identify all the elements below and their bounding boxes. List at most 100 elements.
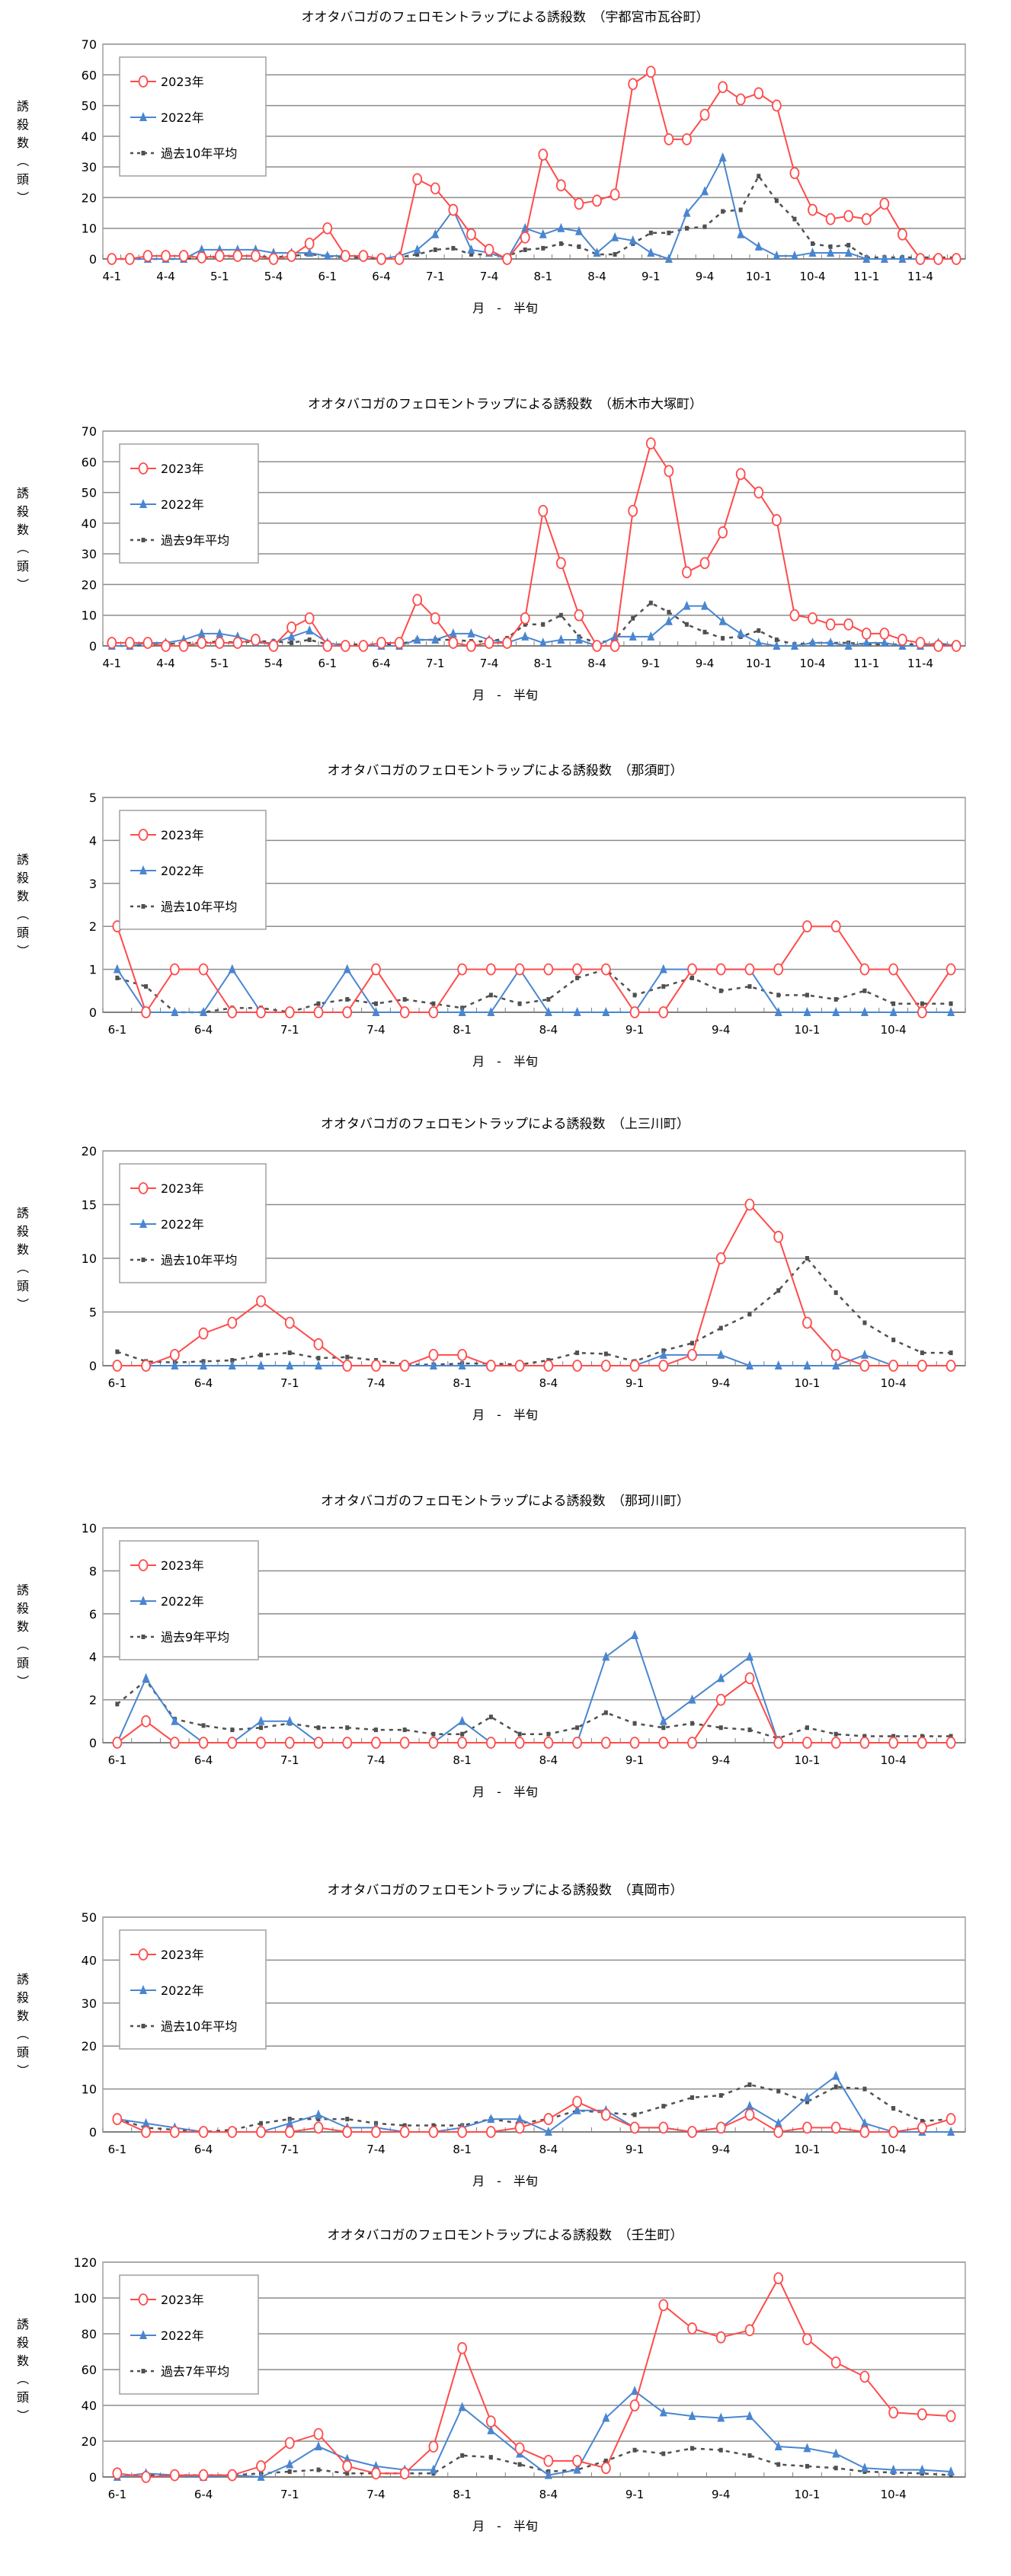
data-point [859, 2126, 870, 2138]
data-point [544, 2469, 552, 2479]
chart-svg: オオタバコガのフェロモントラップによる誘殺数 （宇都宮市瓦谷町） 0 10 20 30 4… [15, 10, 966, 315]
series-2023 [112, 1198, 956, 1372]
x-tick-label: 8-1 [453, 1023, 472, 1037]
data-point [602, 1007, 610, 1016]
x-tick-label: 7-1 [426, 270, 445, 283]
x-tick-label: 7-4 [480, 270, 499, 283]
data-point [897, 634, 907, 646]
x-tick-label: 7-4 [366, 1376, 386, 1390]
data-point [776, 2089, 781, 2094]
data-point [429, 1360, 437, 1369]
data-point [753, 87, 764, 100]
data-point [124, 253, 135, 265]
y-axis-label-char: ） [15, 578, 30, 590]
data-point [575, 975, 580, 980]
data-point [718, 615, 727, 625]
data-point [945, 1360, 956, 1372]
data-point [144, 984, 149, 989]
chart-svg: オオタバコガのフェロモントラップによる誘殺数 （栃木市大塚町） 0 10 20 30 40… [15, 397, 966, 702]
data-point [609, 640, 620, 652]
data-point [659, 1715, 667, 1725]
data-point [257, 1715, 265, 1725]
data-point [802, 1316, 812, 1329]
data-point [230, 1727, 235, 1733]
data-point [431, 1731, 436, 1737]
data-point [774, 1007, 782, 1016]
data-point [754, 637, 763, 647]
data-point [371, 1737, 381, 1749]
data-point [198, 2126, 209, 2138]
data-point [304, 612, 315, 625]
data-point [216, 628, 224, 638]
legend-label: 過去9年平均 [161, 533, 229, 548]
data-point [112, 1737, 123, 1749]
data-point [628, 78, 638, 91]
chart-title: オオタバコガのフェロモントラップによる誘殺数 （真岡市） [328, 1883, 683, 1898]
y-axis-label-char: 誘 [17, 1206, 29, 1220]
data-point [557, 634, 565, 644]
legend-label: 2023年 [161, 75, 204, 89]
y-axis-label-char: ） [15, 944, 30, 957]
data-point [632, 1721, 637, 1726]
series-line [117, 1676, 952, 1743]
data-point [412, 593, 423, 606]
x-tick-label: 7-4 [366, 1023, 386, 1037]
data-point [658, 1360, 669, 1372]
y-axis-label-char: 数 [17, 1242, 29, 1257]
x-tick-label: 6-1 [108, 2143, 127, 2156]
data-point [467, 628, 475, 638]
data-point [825, 618, 836, 631]
x-tick-label: 6-1 [318, 657, 338, 670]
data-point [543, 1737, 554, 1749]
data-point [572, 963, 582, 976]
data-point [316, 2467, 321, 2472]
data-point [486, 963, 496, 976]
data-point [667, 230, 671, 235]
x-tick-label: 9-1 [625, 2143, 645, 2156]
legend-item: 過去7年平均 [130, 2364, 229, 2379]
data-point [753, 486, 764, 499]
legend-item: 2022年 [130, 1594, 204, 1609]
y-axis-label-char: （ [15, 1638, 30, 1651]
chart-svg: オオタバコガのフェロモントラップによる誘殺数 （上三川町） 0 5 10 15 20 6-1… [15, 1117, 966, 1422]
data-point [486, 1737, 496, 1749]
data-point [888, 1360, 899, 1372]
y-axis-label-char: 殺 [17, 117, 29, 132]
data-point [517, 1001, 522, 1006]
data-point [789, 167, 800, 180]
data-point [574, 634, 583, 644]
legend-label: 2023年 [161, 462, 204, 476]
data-point [257, 1360, 265, 1369]
series-2023 [112, 1672, 956, 1749]
data-point [898, 254, 907, 263]
data-point [862, 637, 871, 647]
x-tick-label: 11-4 [907, 657, 933, 670]
legend-label: 過去10年平均 [161, 900, 237, 914]
data-point [830, 1737, 841, 1749]
data-point [466, 640, 476, 652]
data-point [648, 230, 653, 235]
data-point [735, 468, 746, 481]
y-axis-label-char: 数 [17, 889, 29, 903]
y-tick-label: 0 [89, 252, 97, 267]
chart-tochigi: オオタバコガのフェロモントラップによる誘殺数 （栃木市大塚町） 0 10 20 30 40… [0, 387, 1011, 745]
data-point [746, 1360, 753, 1369]
data-point [860, 1349, 869, 1359]
chart-moka: オオタバコガのフェロモントラップによる誘殺数 （真岡市） 0 10 20 30 40 50 6… [0, 1873, 1011, 2231]
data-point [458, 2402, 466, 2411]
series-line [117, 1203, 952, 1366]
y-axis-label-char: 頭 [17, 559, 29, 574]
y-axis-label-char: ） [15, 191, 30, 203]
data-point [451, 245, 456, 251]
legend-label: 過去10年平均 [161, 146, 237, 161]
data-point [951, 253, 961, 265]
data-point [611, 232, 619, 241]
x-axis-label: 月 - 半旬 [472, 2519, 538, 2533]
data-point [844, 641, 853, 650]
y-axis-label-char: 誘 [17, 1972, 29, 1986]
y-tick-label: 15 [82, 1198, 97, 1213]
data-point [523, 622, 527, 627]
data-point [316, 1356, 321, 1361]
data-point [945, 963, 956, 976]
data-point [358, 640, 369, 652]
